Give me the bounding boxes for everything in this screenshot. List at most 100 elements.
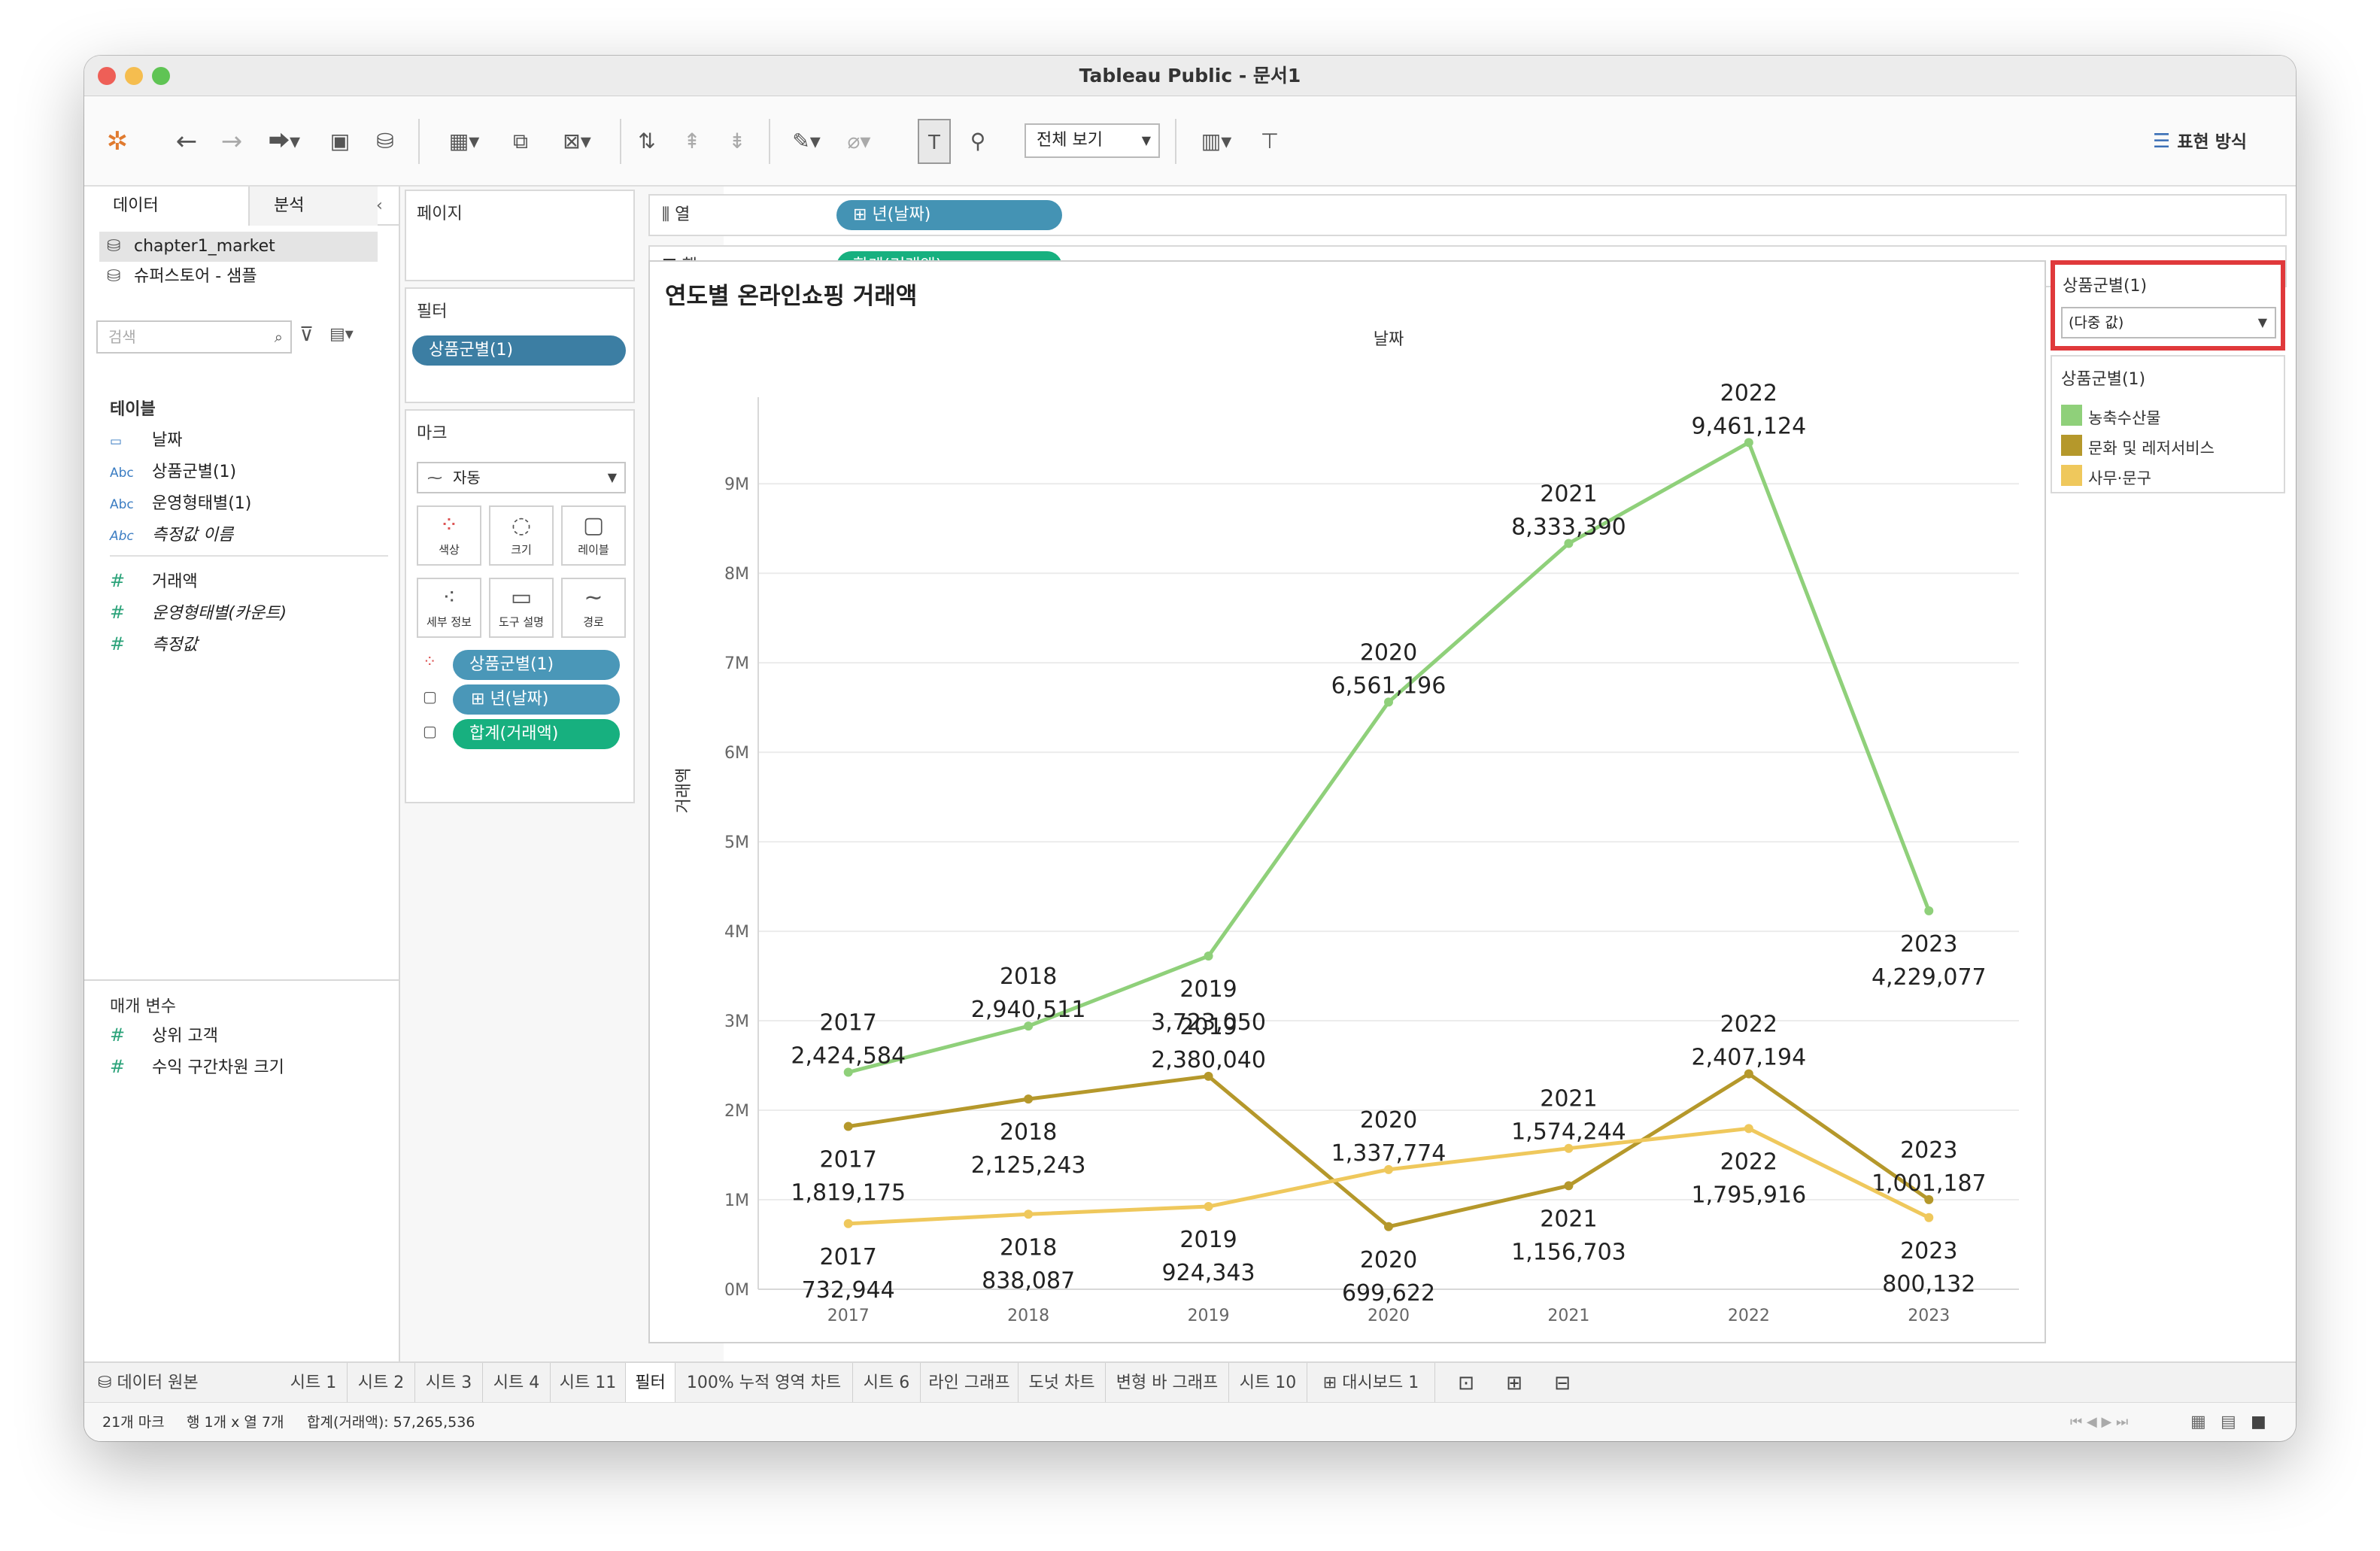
marks-pill-color[interactable]: 상품군별(1) xyxy=(453,650,620,680)
new-worksheet-icon[interactable]: ▦▾ xyxy=(448,129,480,153)
sheet-nav-icon[interactable]: ⏮ ◀ ▶ ⏭ xyxy=(2070,1414,2129,1430)
sort-descending-icon[interactable]: ⇟ xyxy=(728,129,746,153)
detail-button[interactable]: ⁖ 세부 정보 xyxy=(417,578,481,638)
swap-axes-icon[interactable]: ⇅ xyxy=(638,129,656,153)
data-label-year: 2018 xyxy=(1000,964,1057,990)
tab-data[interactable]: 데이터 xyxy=(84,187,250,226)
sheet-tab[interactable]: 도넛 차트 xyxy=(1018,1363,1106,1404)
new-dashboard-icon[interactable]: ⊞ xyxy=(1506,1372,1522,1395)
clear-sheet-icon[interactable]: ⊠▾ xyxy=(563,129,591,153)
sheet-tab[interactable]: 시트 3 xyxy=(415,1363,483,1404)
search-input[interactable]: 검색 ⌕ xyxy=(96,320,292,354)
filter-pill[interactable]: 상품군별(1) xyxy=(412,335,626,366)
save-icon[interactable]: ▣ xyxy=(329,129,351,153)
data-label-value: 1,156,703 xyxy=(1511,1239,1626,1265)
field-date[interactable]: ▭ 날짜 xyxy=(110,426,182,456)
datasource-item[interactable]: ⛁ 슈퍼스토어 - 샘플 xyxy=(99,262,257,292)
tooltip-button[interactable]: ▭ 도구 설명 xyxy=(489,578,554,638)
color-button[interactable]: ⁘ 색상 xyxy=(417,505,481,566)
new-story-icon[interactable]: ⊟ xyxy=(1554,1372,1571,1395)
zoom-window-button[interactable] xyxy=(152,67,170,85)
show-labels-icon[interactable]: T xyxy=(918,119,951,164)
legend-item[interactable]: 문화 및 레저서비스 xyxy=(2088,439,2215,457)
marks-pill-label[interactable]: ⊞ 년(날짜) xyxy=(453,684,620,715)
filter-multi-select[interactable]: (다중 값) ▼ xyxy=(2061,307,2276,338)
dashboard-tab[interactable]: ⊞ 대시보드 1 xyxy=(1307,1363,1435,1404)
new-datasource-icon[interactable]: ⛁ xyxy=(376,129,394,153)
sheet-tab-active[interactable]: 필터 xyxy=(626,1363,675,1404)
data-label-year: 2017 xyxy=(820,1010,877,1037)
show-me-button[interactable]: ☰ 표현 방식 xyxy=(2153,130,2248,153)
group-icon[interactable]: ⌀▾ xyxy=(847,129,871,153)
field-abc[interactable]: Abc 측정값 이름 xyxy=(110,521,233,551)
show-cards-icon[interactable]: ▥▾ xyxy=(1201,129,1232,153)
field-measure[interactable]: # 거래액 xyxy=(110,566,198,596)
undo-icon[interactable]: ← xyxy=(175,126,198,156)
mark-type-select[interactable]: ⁓ 자동 ▼ xyxy=(417,462,626,493)
path-button[interactable]: ∼ 경로 xyxy=(561,578,626,638)
tab-analysis[interactable]: 분석 xyxy=(250,187,378,226)
filmstrip-icon[interactable]: ▤ xyxy=(2221,1413,2236,1431)
legend-swatch[interactable] xyxy=(2061,465,2082,486)
filter-icon[interactable]: ⊽ xyxy=(299,323,314,346)
sheet-tab[interactable]: 시트 1 xyxy=(280,1363,348,1404)
hash-icon: # xyxy=(110,602,126,623)
data-label-year: 2023 xyxy=(1900,1238,1957,1264)
view-size-select[interactable]: 전체 보기 ▼ xyxy=(1025,123,1160,158)
sheet-tab[interactable]: 100% 누적 영역 차트 xyxy=(675,1363,853,1404)
presentation-mode-icon[interactable]: ⊤ xyxy=(1260,129,1280,153)
filters-card[interactable]: 필터 상품군별(1) xyxy=(405,287,635,403)
close-window-button[interactable] xyxy=(98,67,116,85)
x-tick-label: 2021 xyxy=(1547,1307,1589,1325)
field-measure[interactable]: # 측정값 xyxy=(110,629,198,659)
data-label-value: 1,795,916 xyxy=(1692,1182,1807,1208)
tableau-logo-icon[interactable]: ✲ xyxy=(106,126,129,156)
sheet-sorter-icon[interactable]: ▦ xyxy=(2190,1413,2206,1431)
pages-card[interactable]: 페이지 xyxy=(405,190,635,281)
highlight-icon[interactable]: ✎▾ xyxy=(792,129,821,153)
collapse-pane-icon[interactable]: ‹ xyxy=(376,196,383,215)
minimize-window-button[interactable] xyxy=(125,67,143,85)
new-worksheet-icon[interactable]: ⊡ xyxy=(1458,1372,1474,1395)
columns-pill[interactable]: ⊞ 년(날짜) xyxy=(836,200,1062,230)
parameter-item[interactable]: # 수익 구간차원 크기 xyxy=(110,1052,284,1082)
tabs-view-icon[interactable]: ■ xyxy=(2251,1413,2266,1431)
y-tick-label: 2M xyxy=(724,1102,749,1121)
path-icon: ∼ xyxy=(584,584,603,611)
columns-shelf[interactable]: ⫼ 열 ⊞ 년(날짜) xyxy=(648,194,2287,236)
calendar-icon: ▭ xyxy=(110,434,123,449)
sheet-tab[interactable]: 변형 바 그래프 xyxy=(1106,1363,1229,1404)
legend-title: 상품군별(1) xyxy=(2061,370,2146,389)
field-measure[interactable]: # 운영형태별(카운트) xyxy=(110,597,287,627)
chevron-down-icon: ▼ xyxy=(607,470,617,484)
datasource-tab[interactable]: ⛁ 데이터 원본 xyxy=(98,1373,199,1392)
legend-swatch[interactable] xyxy=(2061,435,2082,456)
legend-swatch[interactable] xyxy=(2061,405,2082,426)
duplicate-sheet-icon[interactable]: ⧉ xyxy=(513,129,528,153)
sheet-tab[interactable]: 시트 4 xyxy=(483,1363,551,1404)
sheet-tab[interactable]: 라인 그래프 xyxy=(921,1363,1018,1404)
marks-pill-label[interactable]: 합계(거래액) xyxy=(453,719,620,749)
sheet-tab[interactable]: 시트 11 xyxy=(551,1363,626,1404)
datasource-item[interactable]: ⛁ chapter1_market xyxy=(99,232,378,262)
legend-item[interactable]: 농축수산물 xyxy=(2088,409,2161,427)
y-tick-label: 7M xyxy=(724,654,749,673)
sheet-tab[interactable]: 시트 6 xyxy=(853,1363,921,1404)
data-label-year: 2019 xyxy=(1179,976,1237,1003)
redo-icon[interactable]: → xyxy=(220,126,243,156)
field-abc[interactable]: Abc 상품군별(1) xyxy=(110,457,236,487)
data-label-year: 2019 xyxy=(1179,1014,1237,1040)
sheet-tab[interactable]: 시트 10 xyxy=(1229,1363,1307,1404)
size-button[interactable]: ◌ 크기 xyxy=(489,505,554,566)
view-options-icon[interactable]: ▤▾ xyxy=(329,325,354,344)
label-button[interactable]: ▢ 레이블 xyxy=(561,505,626,566)
field-abc[interactable]: Abc 운영형태별(1) xyxy=(110,489,251,519)
columns-icon: ⫼ xyxy=(662,205,675,224)
sheet-tab[interactable]: 시트 2 xyxy=(348,1363,415,1404)
sort-ascending-icon[interactable]: ⇞ xyxy=(683,129,701,153)
legend-item[interactable]: 사무·문구 xyxy=(2088,469,2151,487)
fix-axes-icon[interactable]: ⚲ xyxy=(970,129,986,153)
replay-icon[interactable]: ⮕▾ xyxy=(268,129,301,153)
data-label-value: 1,574,244 xyxy=(1511,1119,1626,1146)
parameter-item[interactable]: # 상위 고객 xyxy=(110,1020,218,1050)
